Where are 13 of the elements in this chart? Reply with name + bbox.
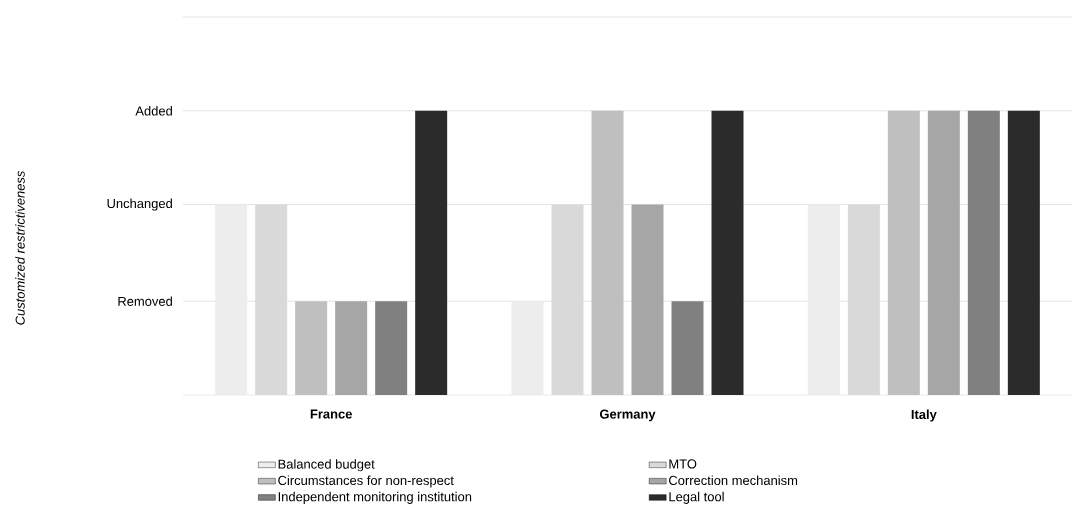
legend-label: Balanced budget — [278, 459, 375, 472]
legend-label: Correction mechanism — [669, 475, 798, 486]
legend-label: Legal tool — [669, 491, 724, 504]
text: Customized restrictiveness — [15, 170, 25, 325]
legend-label: MTO — [669, 459, 697, 469]
x-tick-label: Italy — [911, 409, 937, 422]
legend-label: Independent monitoring institution — [278, 491, 472, 504]
ref-line-label: Unchanged — [107, 198, 172, 211]
legend-label: Circumstances for non-respect — [278, 475, 454, 488]
x-tick-label: Germany — [599, 409, 656, 422]
ref-line-label: Removed — [118, 296, 172, 306]
x-tick-label: France — [310, 409, 352, 419]
ref-line-label: Added — [135, 106, 172, 116]
